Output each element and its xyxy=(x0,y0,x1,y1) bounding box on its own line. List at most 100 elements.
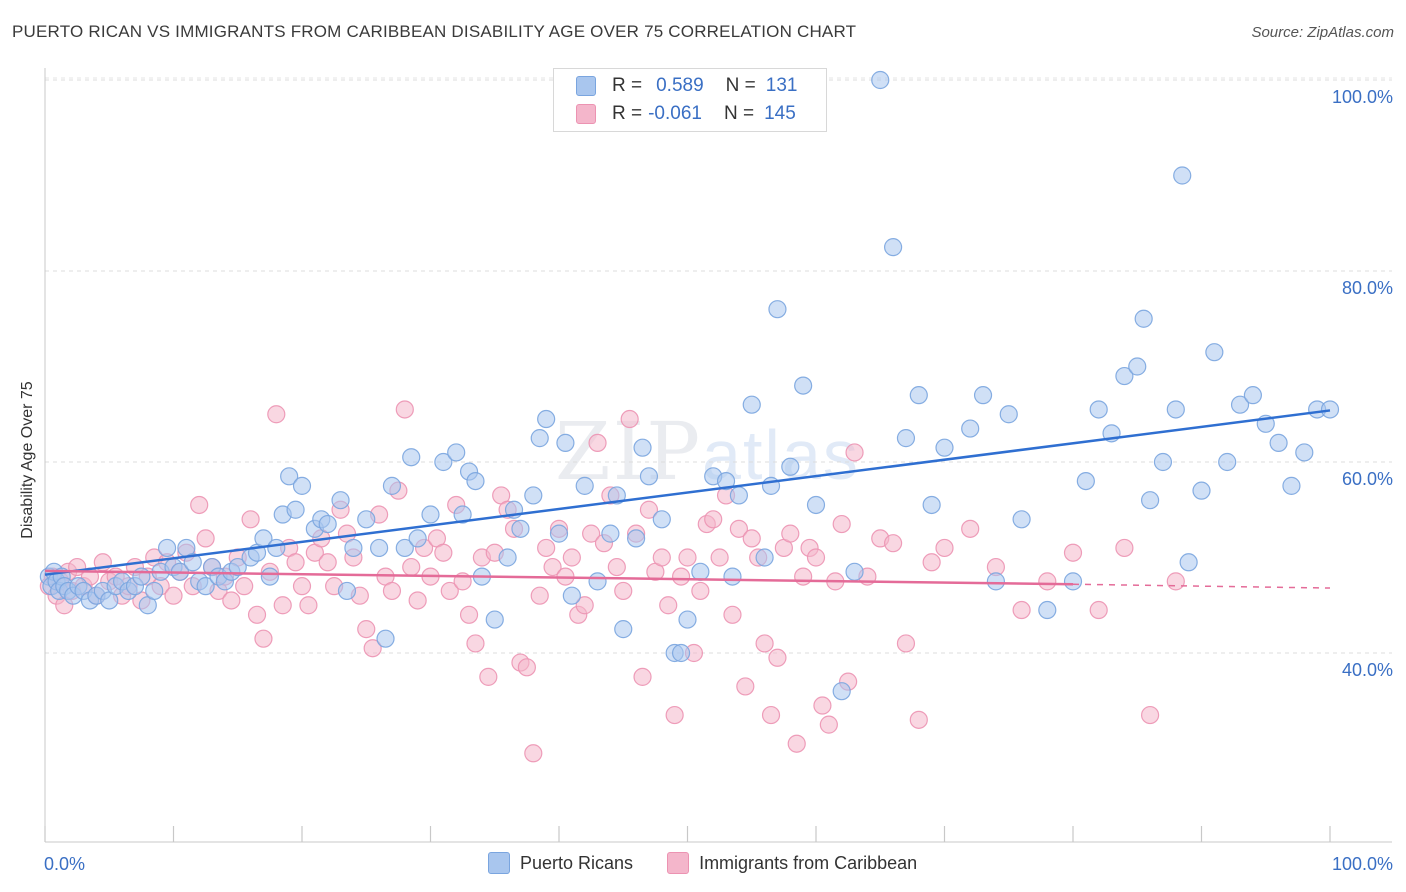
puerto-rican-point xyxy=(511,519,530,538)
puerto-rican-point xyxy=(498,548,517,567)
legend-item-caribbean[interactable]: Immigrants from Caribbean xyxy=(667,852,917,874)
caribbean-point xyxy=(819,715,838,734)
puerto-rican-point xyxy=(1038,600,1057,620)
legend-n-label: N = xyxy=(725,75,756,96)
caribbean-point xyxy=(922,553,941,572)
caribbean-point xyxy=(190,495,209,515)
puerto-rican-point xyxy=(999,405,1018,424)
caribbean-point xyxy=(267,405,286,424)
puerto-rican-point xyxy=(742,395,761,414)
puerto-rican-point xyxy=(768,300,787,319)
caribbean-point xyxy=(408,591,427,610)
puerto-rican-point xyxy=(794,376,813,395)
puerto-rican-point xyxy=(1012,510,1031,529)
caribbean-point xyxy=(691,581,710,601)
puerto-rican-point xyxy=(671,643,691,663)
axes xyxy=(44,68,1392,843)
caribbean-point xyxy=(755,634,774,653)
puerto-rican-point xyxy=(1153,452,1173,472)
puerto-rican-point xyxy=(382,476,402,495)
caribbean-point xyxy=(710,548,729,567)
legend-r-label: R = xyxy=(612,75,643,96)
puerto-rican-point xyxy=(639,467,659,486)
caribbean-point xyxy=(1115,538,1134,558)
caribbean-point xyxy=(562,548,581,567)
legend-item-puerto-ricans[interactable]: Puerto Ricans xyxy=(488,852,633,874)
caribbean-point xyxy=(582,524,601,543)
y-tick-label: 100.0% xyxy=(1332,87,1393,107)
puerto-rican-point xyxy=(370,538,389,558)
caribbean-point xyxy=(440,581,459,601)
puerto-rican-point xyxy=(267,538,286,558)
puerto-rican-point xyxy=(344,538,363,558)
caribbean-point xyxy=(652,548,671,567)
puerto-rican-point xyxy=(716,472,736,491)
puerto-rican-point xyxy=(453,505,472,524)
puerto-rican-point xyxy=(485,610,504,629)
puerto-rican-point xyxy=(357,510,376,529)
caribbean-point xyxy=(357,620,376,639)
tick-labels: 40.0% 60.0% 80.0% 100.0% 0.0% 100.0% xyxy=(44,87,1393,874)
legend-label: Immigrants from Caribbean xyxy=(699,852,918,873)
caribbean-point xyxy=(382,581,402,601)
caribbean-point xyxy=(909,710,928,729)
puerto-rican-point xyxy=(626,529,646,548)
puerto-rican-point xyxy=(196,577,215,596)
caribbean-point xyxy=(768,648,787,667)
caribbean-point xyxy=(286,553,305,572)
x-tick-label: 0.0% xyxy=(44,854,85,874)
puerto-rican-point xyxy=(1128,357,1147,376)
caribbean-point xyxy=(1140,705,1160,725)
puerto-rican-points xyxy=(39,70,1340,701)
puerto-rican-point xyxy=(871,70,890,90)
caribbean-point xyxy=(292,577,312,596)
caribbean-point xyxy=(723,605,742,624)
caribbean-point xyxy=(235,577,254,596)
trend-line-caribbean xyxy=(44,569,1074,586)
caribbean-point xyxy=(222,591,241,610)
caribbean-point xyxy=(164,586,183,605)
caribbean-point xyxy=(607,557,626,577)
caribbean-point xyxy=(704,510,723,529)
puerto-rican-point xyxy=(1218,452,1237,472)
y-tick-label: 40.0% xyxy=(1342,660,1393,680)
puerto-rican-point xyxy=(318,514,337,534)
puerto-rican-point xyxy=(1140,491,1160,510)
puerto-rican-point xyxy=(896,429,916,448)
caribbean-point xyxy=(575,596,594,615)
puerto-rican-point xyxy=(614,620,633,639)
caribbean-point xyxy=(479,667,498,686)
puerto-rican-point xyxy=(395,538,414,558)
trend-lines xyxy=(44,409,1331,589)
puerto-rican-point xyxy=(633,438,652,457)
puerto-rican-point xyxy=(145,581,164,601)
puerto-rican-point xyxy=(562,586,581,605)
caribbean-point xyxy=(665,705,684,725)
caribbean-point xyxy=(273,596,292,615)
puerto-rican-point xyxy=(260,567,279,586)
puerto-rican-point xyxy=(729,486,749,505)
puerto-rican-point xyxy=(922,495,941,515)
puerto-rican-point xyxy=(408,529,427,548)
puerto-rican-point xyxy=(806,495,826,515)
caribbean-point xyxy=(543,557,562,577)
puerto-rican-point xyxy=(755,548,774,567)
caribbean-point xyxy=(434,543,453,562)
caribbean-point xyxy=(761,705,781,725)
legend-n-label: N = xyxy=(723,103,755,124)
caribbean-point xyxy=(832,514,851,534)
puerto-rican-point xyxy=(132,567,151,586)
puerto-rican-point xyxy=(678,610,697,629)
caribbean-point xyxy=(742,529,761,548)
puerto-rican-point xyxy=(1295,443,1314,462)
legend-row-puerto-ricans: R = 0.589 N = 131 xyxy=(576,73,797,99)
caribbean-point xyxy=(781,524,800,543)
puerto-rican-point xyxy=(832,682,851,701)
caribbean-point xyxy=(247,605,267,624)
caribbean-point xyxy=(620,409,639,429)
legend-label: Puerto Ricans xyxy=(520,852,634,873)
caribbean-point xyxy=(736,677,755,696)
y-tick-label: 60.0% xyxy=(1342,469,1393,489)
caribbean-point xyxy=(402,557,421,577)
puerto-rican-point xyxy=(1243,386,1263,405)
